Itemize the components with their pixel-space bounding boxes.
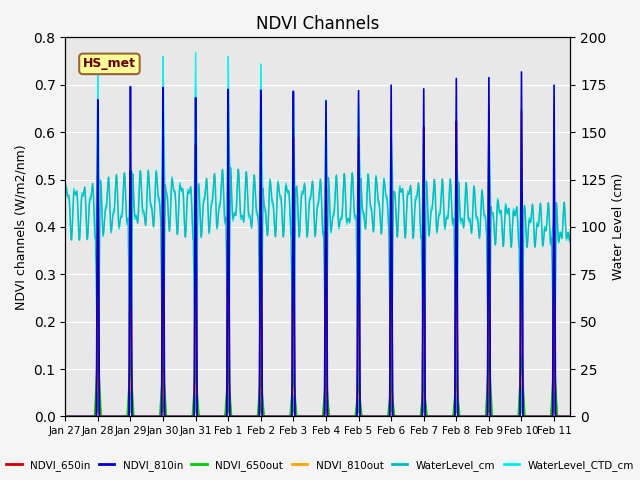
- Y-axis label: Water Level (cm): Water Level (cm): [612, 173, 625, 280]
- Legend: NDVI_650in, NDVI_810in, NDVI_650out, NDVI_810out, WaterLevel_cm, WaterLevel_CTD_: NDVI_650in, NDVI_810in, NDVI_650out, NDV…: [2, 456, 638, 475]
- Title: NDVI Channels: NDVI Channels: [256, 15, 380, 33]
- Text: HS_met: HS_met: [83, 58, 136, 71]
- Y-axis label: NDVI channels (W/m2/nm): NDVI channels (W/m2/nm): [15, 144, 28, 310]
